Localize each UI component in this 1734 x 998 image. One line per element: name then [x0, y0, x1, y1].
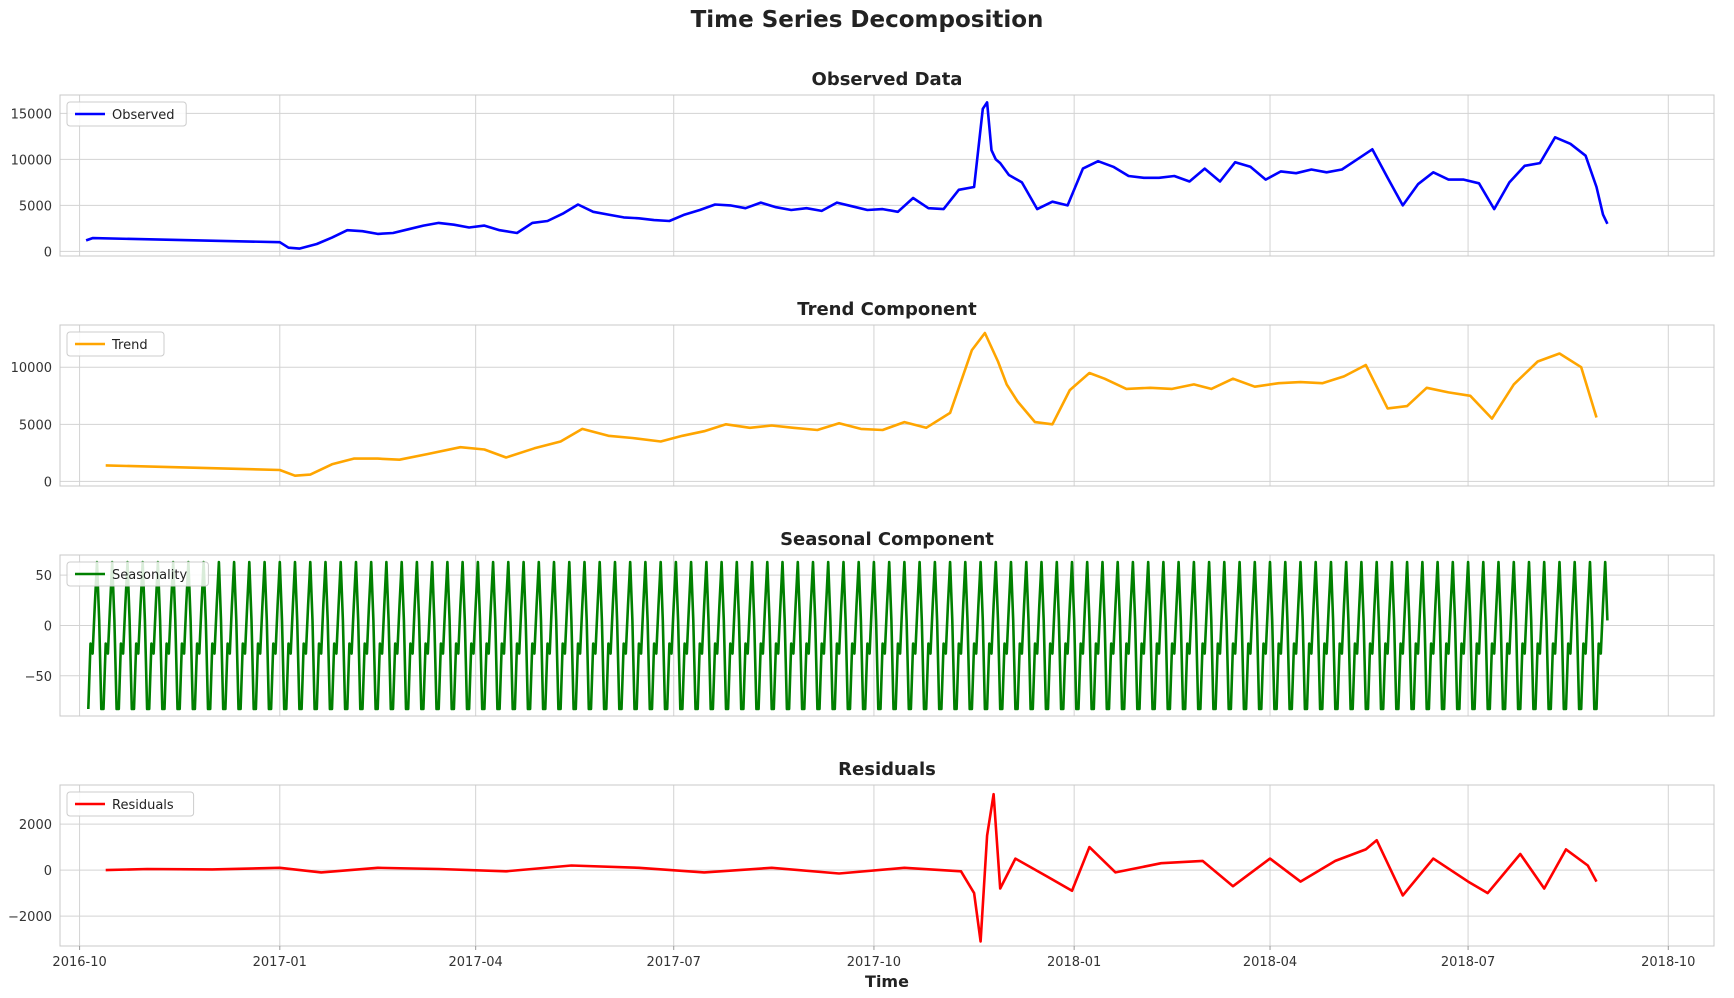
series-line-residuals — [105, 792, 1598, 943]
legend-box — [66, 791, 195, 817]
panel-4: −2000 0 2000 Residuals Residuals — [8, 759, 1715, 947]
panel-title: Seasonal Component — [780, 529, 994, 550]
panel-title: Observed Data — [812, 69, 963, 90]
x-tick-label: 2017-10 — [847, 955, 901, 970]
legend: Trend — [66, 331, 165, 357]
x-axis-label: Time — [865, 972, 909, 991]
legend: Seasonality — [66, 561, 209, 587]
panel-1: 0 5000 10000 15000 Observed Data Observed — [11, 69, 1715, 260]
panel-title: Trend Component — [797, 299, 977, 320]
figure-title: Time Series Decomposition — [691, 7, 1044, 33]
axes-frame — [59, 784, 1715, 947]
legend-box — [66, 561, 209, 587]
y-tick-label: 10000 — [11, 361, 52, 376]
series-line-seasonality — [87, 560, 1609, 711]
x-tick-label: 2017-07 — [647, 955, 701, 970]
x-tick-label: 2017-01 — [253, 955, 307, 970]
legend-label: Observed — [112, 108, 175, 123]
x-tick-label: 2018-07 — [1441, 955, 1495, 970]
y-tick-label: 0 — [44, 864, 52, 879]
legend-label: Seasonality — [112, 568, 187, 583]
x-tick-label: 2018-04 — [1243, 955, 1297, 970]
y-tick-label: 10000 — [11, 153, 52, 168]
y-tick-label: −50 — [25, 670, 52, 685]
y-tick-label: 2000 — [19, 818, 52, 833]
series-line-trend — [105, 331, 1598, 477]
legend: Residuals — [66, 791, 195, 817]
legend: Observed — [66, 101, 187, 127]
legend-box — [66, 331, 165, 357]
y-tick-label: 5000 — [19, 199, 52, 214]
y-tick-label: 15000 — [11, 107, 52, 122]
series-line-observed — [85, 101, 1609, 250]
y-tick-label: 5000 — [19, 418, 52, 433]
y-tick-label: 0 — [44, 475, 52, 490]
panel-2: 0 5000 10000 Trend Component Trend — [11, 299, 1715, 490]
y-tick-label: −2000 — [8, 910, 52, 925]
panel-title: Residuals — [838, 759, 936, 780]
legend-label: Residuals — [112, 798, 174, 813]
x-tick-label: 2016-10 — [52, 955, 106, 970]
axes-frame — [59, 324, 1715, 487]
x-tick-label: 2017-04 — [449, 955, 503, 970]
panel-3: −50 0 50 Seasonal Component Seasonality — [25, 529, 1715, 717]
y-tick-label: 0 — [44, 245, 52, 260]
axes-frame — [59, 554, 1715, 717]
x-tick-label: 2018-01 — [1047, 955, 1101, 970]
legend-label: Trend — [111, 338, 148, 353]
legend-box — [66, 101, 187, 127]
x-tick-label: 2018-10 — [1641, 955, 1695, 970]
y-tick-label: 50 — [35, 569, 52, 584]
y-tick-label: 0 — [44, 619, 52, 634]
axes-frame — [59, 94, 1715, 257]
